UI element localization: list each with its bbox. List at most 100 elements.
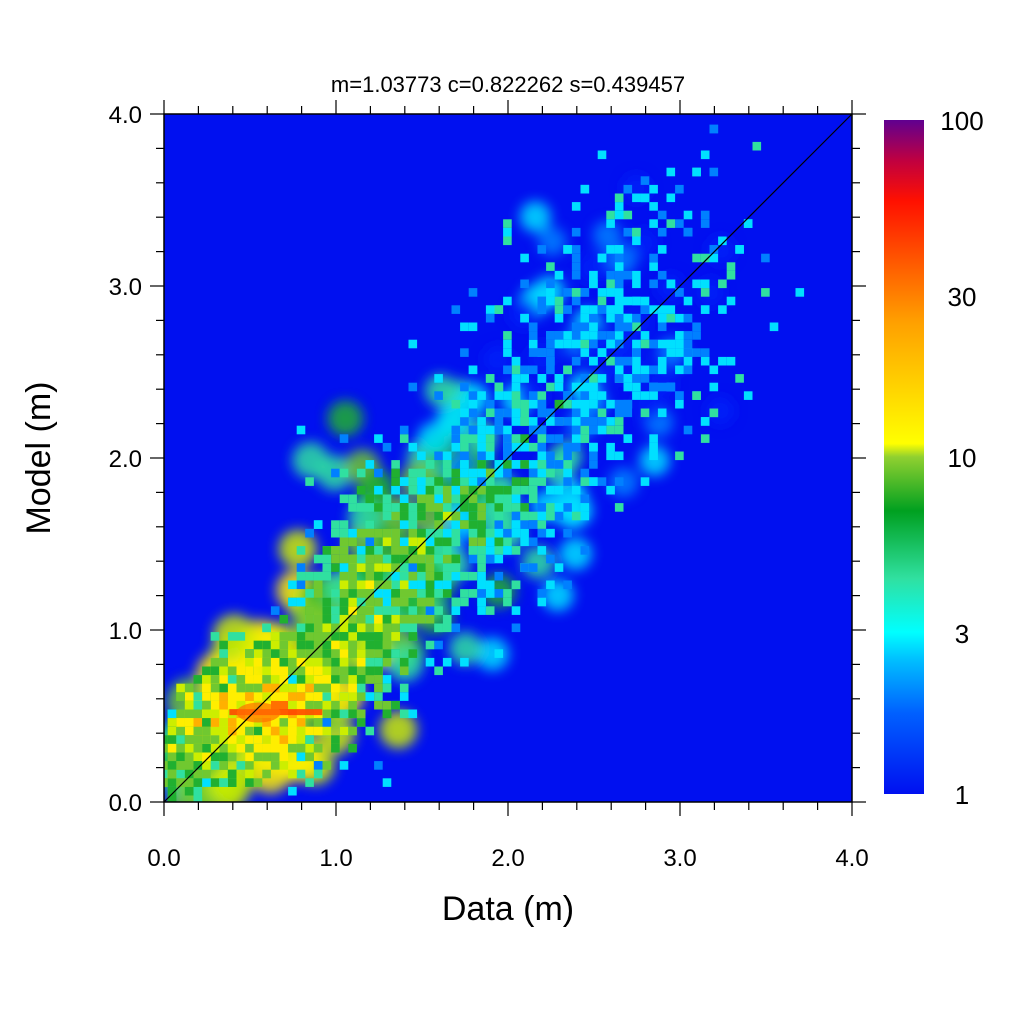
density-cell — [245, 675, 254, 684]
density-cell — [520, 313, 529, 323]
density-cell — [442, 614, 452, 624]
density-cell — [580, 305, 590, 314]
density-cell — [167, 769, 177, 779]
density-cell — [649, 339, 658, 349]
density-cell — [322, 640, 332, 650]
density-cell — [305, 589, 314, 598]
density-cell — [468, 571, 478, 581]
density-cell — [279, 700, 289, 710]
density-cell — [313, 640, 323, 650]
density-cell — [451, 528, 461, 538]
density-cell — [649, 391, 658, 400]
density-cell — [494, 305, 504, 314]
density-cell — [391, 546, 400, 555]
density-cell — [709, 124, 719, 134]
density-cell — [365, 640, 375, 650]
density-cell — [296, 597, 306, 607]
density-cell — [382, 778, 392, 787]
density-cell — [520, 528, 529, 538]
density-cell — [322, 554, 332, 564]
density-cell — [614, 202, 624, 211]
density-cell — [202, 666, 211, 676]
density-cell — [184, 683, 194, 693]
density-cell — [374, 571, 383, 581]
density-cell — [528, 339, 538, 349]
density-cell — [520, 408, 529, 418]
density-cell — [683, 365, 693, 375]
density-cell — [210, 692, 220, 701]
density-cell — [210, 709, 220, 719]
density-cell — [528, 477, 538, 486]
density-cell — [597, 391, 607, 400]
y-tick-label: 2.0 — [109, 446, 142, 473]
density-cell — [477, 589, 486, 598]
density-cell — [683, 425, 693, 435]
density-cell — [726, 296, 736, 306]
density-cell — [417, 563, 426, 572]
density-cell — [176, 735, 185, 744]
density-cell — [425, 477, 435, 486]
density-cell — [700, 417, 710, 426]
density-cell — [494, 589, 504, 598]
density-cell — [580, 348, 590, 357]
density-cell — [528, 417, 538, 426]
density-cell — [382, 709, 392, 719]
density-cell — [503, 468, 512, 478]
density-cell — [399, 580, 409, 590]
density-cell — [313, 769, 323, 779]
density-cell — [296, 649, 306, 658]
density-cell — [735, 245, 744, 254]
density-cell — [494, 468, 504, 478]
density-cell — [408, 563, 418, 572]
density-cell — [339, 434, 349, 443]
density-cell — [666, 313, 676, 323]
density-cell — [528, 322, 538, 332]
density-cell — [451, 468, 461, 478]
density-cell — [408, 589, 418, 598]
density-cell — [210, 761, 220, 770]
density-cell — [331, 683, 340, 693]
density-cell — [434, 391, 443, 400]
density-cell — [468, 485, 478, 495]
density-cell — [632, 193, 641, 203]
density-cell — [296, 640, 306, 650]
density-cell — [503, 485, 512, 495]
density-cell — [408, 339, 418, 349]
density-cell — [348, 623, 357, 633]
density-cell — [528, 494, 538, 504]
density-blob — [639, 445, 670, 477]
density-cell — [606, 245, 615, 254]
density-cell — [537, 597, 547, 607]
density-cell — [709, 253, 719, 263]
density-cell — [296, 571, 306, 581]
density-cell — [666, 167, 676, 177]
density-cell — [219, 778, 228, 787]
density-cell — [434, 537, 443, 547]
density-cell — [623, 270, 633, 280]
density-cell — [451, 434, 461, 443]
density-cell — [692, 253, 701, 263]
density-cell — [442, 503, 452, 512]
density-cell — [408, 485, 418, 495]
density-cell — [434, 485, 443, 495]
density-cell — [331, 589, 340, 598]
density-cell — [657, 356, 667, 366]
density-cell — [434, 623, 443, 633]
density-cell — [580, 434, 590, 443]
density-cell — [374, 485, 383, 495]
density-cell — [417, 477, 426, 486]
density-cell — [219, 675, 228, 684]
density-cell — [460, 520, 469, 529]
density-cell — [348, 597, 357, 607]
density-cell — [511, 511, 521, 521]
density-cell — [322, 563, 332, 572]
density-cell — [485, 580, 495, 590]
density-blob — [424, 374, 457, 407]
density-cell — [339, 571, 349, 581]
density-cell — [434, 477, 443, 486]
density-cell — [417, 571, 426, 581]
density-cell — [563, 528, 572, 538]
density-cell — [417, 494, 426, 504]
x-tick-label: 2.0 — [491, 845, 524, 872]
density-cell — [399, 494, 409, 504]
